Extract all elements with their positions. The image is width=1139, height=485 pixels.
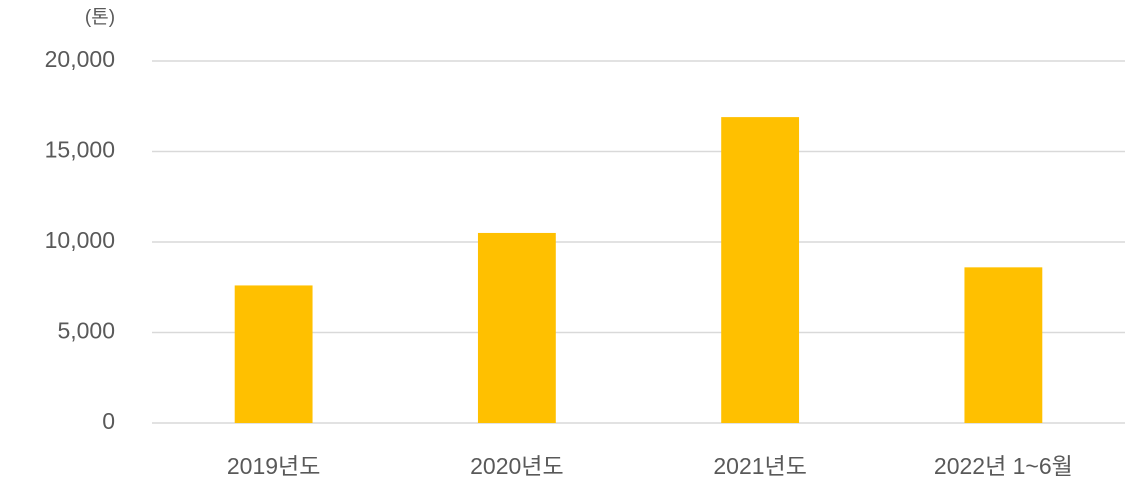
bar (477, 232, 556, 423)
x-tick-label: 2019년도 (227, 453, 321, 479)
x-tick-label: 2021년도 (713, 453, 807, 479)
unit-label: (톤) (85, 7, 115, 28)
y-tick-label: 5,000 (57, 318, 115, 344)
x-tick-label: 2020년도 (470, 453, 564, 479)
bar (721, 117, 800, 424)
bar (964, 267, 1043, 423)
y-tick-label: 10,000 (45, 227, 115, 253)
y-tick-label: 0 (102, 408, 115, 434)
x-tick-label: 2022년 1~6월 (934, 453, 1073, 479)
y-tick-label: 15,000 (45, 137, 115, 163)
y-tick-label: 20,000 (45, 46, 115, 72)
bar (234, 285, 313, 423)
